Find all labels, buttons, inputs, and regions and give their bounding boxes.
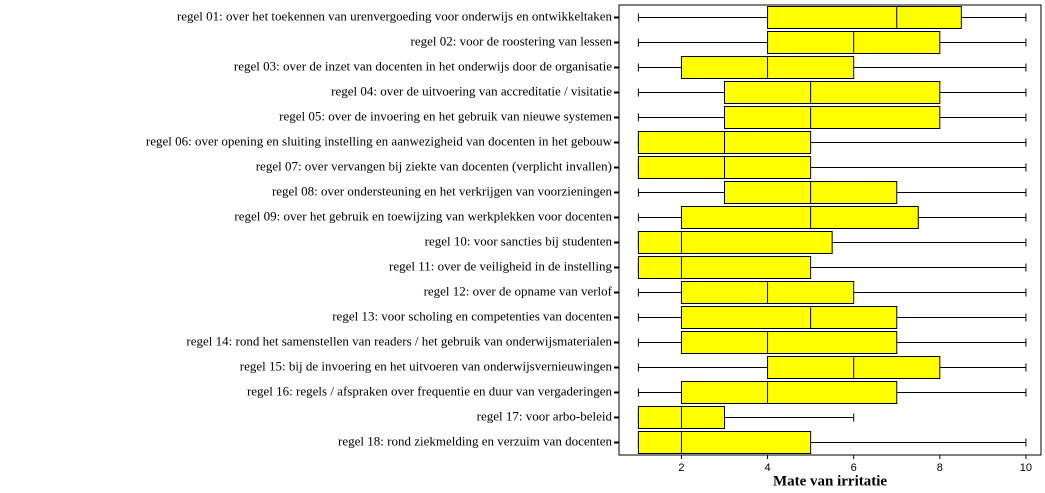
box bbox=[680, 331, 898, 354]
box bbox=[637, 256, 812, 279]
y-tick-label: regel 14: rond het samenstellen van read… bbox=[186, 333, 612, 348]
y-tick-label: regel 12: over de opname van verlof bbox=[424, 283, 613, 298]
box bbox=[724, 106, 941, 129]
y-tick-label: regel 04: over de uitvoering van accredi… bbox=[331, 83, 612, 98]
x-tick-label: 6 bbox=[851, 462, 857, 474]
box bbox=[680, 306, 898, 329]
box bbox=[767, 6, 962, 29]
x-tick-label: 10 bbox=[1020, 462, 1032, 474]
x-tick-label: 4 bbox=[764, 462, 770, 474]
y-tick-label: regel 10: voor sancties bij studenten bbox=[425, 233, 613, 248]
y-tick-label: regel 01: over het toekennen van urenver… bbox=[177, 8, 613, 23]
box bbox=[637, 431, 812, 454]
y-tick-label: regel 09: over het gebruik en toewijzing… bbox=[234, 208, 612, 223]
x-tick-label: 2 bbox=[678, 462, 684, 474]
box bbox=[724, 81, 941, 104]
y-tick-label: regel 15: bij de invoering en het uitvoe… bbox=[240, 358, 613, 373]
x-tick-label: 8 bbox=[937, 462, 943, 474]
x-axis-label: Mate van irritatie bbox=[773, 473, 887, 489]
y-tick-label: regel 02: voor de roostering van lessen bbox=[411, 33, 613, 48]
y-tick-label: regel 08: over ondersteuning en het verk… bbox=[272, 183, 613, 198]
y-tick-label: regel 03: over de inzet van docenten in … bbox=[234, 58, 612, 73]
y-tick-label: regel 16: regels / afspraken over freque… bbox=[247, 383, 613, 398]
box bbox=[637, 231, 833, 254]
y-tick-label: regel 18: rond ziekmelding en verzuim va… bbox=[338, 433, 612, 448]
box bbox=[680, 381, 898, 404]
y-tick-label: regel 17: voor arbo-beleid bbox=[477, 408, 613, 423]
y-tick-label: regel 11: over de veiligheid in de inste… bbox=[389, 258, 612, 273]
y-tick-label: regel 05: over de invoering en het gebru… bbox=[279, 108, 612, 123]
y-tick-label: regel 07: over vervangen bij ziekte van … bbox=[256, 158, 612, 173]
box bbox=[680, 206, 919, 229]
y-tick-label: regel 13: voor scholing en competenties … bbox=[332, 308, 612, 323]
y-tick-label: regel 06: over opening en sluiting inste… bbox=[146, 133, 613, 148]
plot-frame bbox=[618, 4, 1042, 456]
